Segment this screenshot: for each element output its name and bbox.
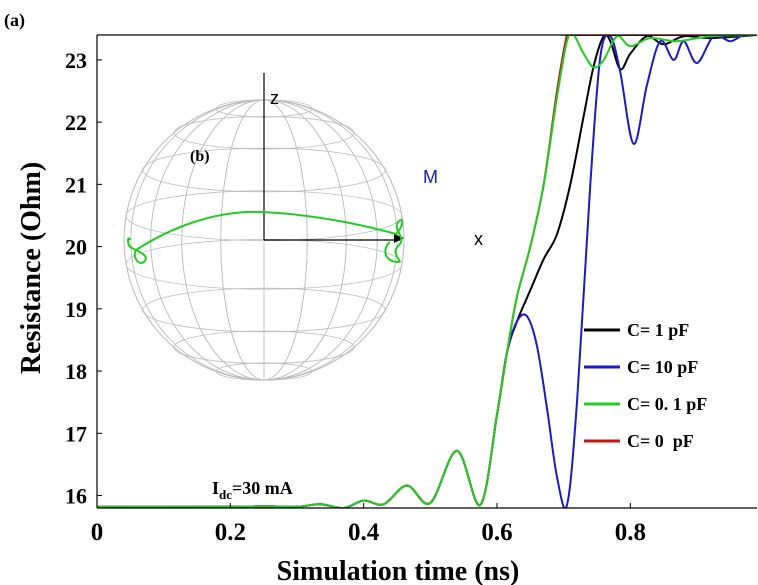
y-tick-label: 23 <box>65 48 87 73</box>
y-tick-label: 22 <box>65 110 87 135</box>
y-tick-label: 16 <box>65 484 87 509</box>
magnetization-arrow-head <box>394 234 404 243</box>
inset-panel-label: (b) <box>190 148 210 165</box>
legend-label: C= 0. 1 pF <box>627 394 707 414</box>
x-tick-label: 0.4 <box>348 519 380 546</box>
x-tick-label: 0 <box>91 519 104 546</box>
x-axis-title: Simulation time (ns) <box>277 556 520 585</box>
legend-label: C= 1 pF <box>627 320 689 340</box>
x-tick-label: 0.6 <box>481 519 512 546</box>
z-axis-label: z <box>270 88 279 108</box>
y-axis-title: Resistance (Ohm) <box>16 162 47 374</box>
legend-label: C= 10 pF <box>627 357 698 377</box>
legend: C= 1 pF C= 10 pF C= 0. 1 pF C= 0 pF <box>584 320 707 451</box>
current-annotation: Idc=30 mA <box>212 478 293 502</box>
legend-label: C= 0 pF <box>627 431 694 451</box>
series-line-c-0-1-pf <box>97 35 757 508</box>
x-axis-label: x <box>474 229 483 249</box>
magnetization-trajectory <box>127 210 404 264</box>
series-layer <box>97 35 757 508</box>
inset-sphere: z (b) M x <box>123 73 483 381</box>
y-tick-label: 20 <box>65 235 87 260</box>
x-tick-label: 0.2 <box>215 519 246 546</box>
y-tick-label: 19 <box>65 297 87 322</box>
y-tick-label: 18 <box>65 359 87 384</box>
y-tick-label: 21 <box>65 172 87 197</box>
m-label: M <box>423 167 438 187</box>
ticks-layer: 0 0.2 0.4 0.6 0.8 16 17 18 19 20 21 22 23 <box>65 48 646 546</box>
y-tick-label: 17 <box>65 421 87 446</box>
panel-label-a: (a) <box>4 10 25 31</box>
x-tick-label: 0.8 <box>615 519 646 546</box>
